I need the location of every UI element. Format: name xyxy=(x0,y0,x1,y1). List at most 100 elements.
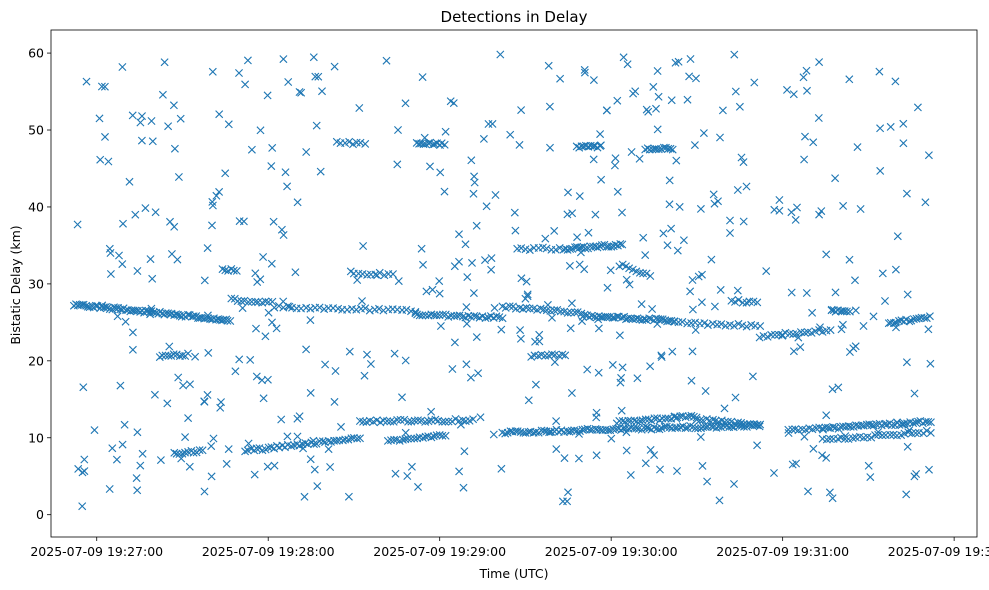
data-point xyxy=(679,236,688,245)
data-point xyxy=(349,433,358,442)
data-point xyxy=(536,304,545,313)
data-point xyxy=(462,360,471,369)
data-point xyxy=(227,294,236,303)
data-point xyxy=(717,320,726,329)
data-point xyxy=(902,189,911,198)
data-point xyxy=(846,422,855,431)
data-point xyxy=(524,396,533,405)
data-point xyxy=(641,459,650,468)
data-point xyxy=(441,431,450,440)
data-point xyxy=(802,66,811,75)
data-point xyxy=(178,449,187,458)
data-point xyxy=(697,298,706,307)
data-point xyxy=(346,267,355,276)
data-point xyxy=(633,374,642,383)
data-point xyxy=(837,325,846,334)
data-point xyxy=(164,351,173,360)
data-point xyxy=(848,434,857,443)
data-point xyxy=(709,190,718,199)
data-point xyxy=(853,143,862,152)
data-point xyxy=(615,262,624,271)
data-point xyxy=(263,91,272,100)
data-point xyxy=(313,482,322,491)
data-point xyxy=(474,369,483,378)
data-point xyxy=(899,119,908,128)
data-point xyxy=(739,158,748,167)
data-point xyxy=(410,416,419,425)
data-point xyxy=(386,417,395,426)
data-point xyxy=(487,265,496,274)
data-point xyxy=(626,471,635,479)
data-point xyxy=(834,383,843,392)
data-point xyxy=(552,417,561,426)
data-point xyxy=(709,415,717,424)
data-point xyxy=(185,462,194,471)
data-point xyxy=(516,326,525,335)
data-point xyxy=(447,311,456,320)
y-tick-label: 30 xyxy=(28,276,44,291)
data-point xyxy=(138,449,147,458)
data-point xyxy=(686,55,695,63)
data-point xyxy=(687,411,696,420)
data-point xyxy=(606,266,615,275)
data-point xyxy=(469,189,478,198)
data-point xyxy=(523,290,532,299)
data-point xyxy=(208,67,217,76)
data-point xyxy=(836,307,845,316)
data-point xyxy=(324,445,333,454)
data-point xyxy=(568,209,577,218)
data-point xyxy=(691,326,700,334)
data-point xyxy=(118,63,127,71)
data-point xyxy=(667,316,676,325)
data-point xyxy=(598,426,607,435)
data-point xyxy=(926,418,935,427)
data-point xyxy=(686,422,695,430)
data-point xyxy=(618,208,626,217)
data-point xyxy=(82,77,91,86)
data-point xyxy=(283,432,292,441)
data-point xyxy=(784,429,793,437)
data-point xyxy=(670,412,679,421)
data-point xyxy=(261,332,270,341)
data-point xyxy=(268,318,276,327)
data-point xyxy=(755,422,764,431)
data-point xyxy=(794,333,803,342)
data-point xyxy=(831,174,840,183)
data-point xyxy=(263,462,272,471)
data-point xyxy=(318,87,326,96)
data-point xyxy=(753,441,762,450)
data-point xyxy=(272,324,281,333)
data-point xyxy=(462,319,471,328)
data-point xyxy=(646,272,655,280)
data-point xyxy=(903,442,912,451)
data-point xyxy=(567,389,576,397)
data-point xyxy=(295,88,304,96)
data-point xyxy=(73,220,82,229)
data-point xyxy=(184,414,193,423)
data-point xyxy=(550,358,559,367)
data-point xyxy=(379,306,388,315)
data-point xyxy=(650,423,659,432)
data-point xyxy=(221,169,230,178)
data-point xyxy=(770,330,779,339)
data-point xyxy=(418,311,427,320)
data-point xyxy=(657,353,666,361)
data-point xyxy=(905,317,914,326)
data-point xyxy=(616,240,625,248)
data-point xyxy=(887,421,896,430)
data-point xyxy=(556,307,565,316)
data-point xyxy=(178,351,187,360)
data-point xyxy=(293,432,302,441)
data-point xyxy=(596,141,605,150)
data-point xyxy=(208,221,216,230)
data-point xyxy=(556,74,565,83)
data-point xyxy=(730,50,739,59)
data-point xyxy=(170,448,179,457)
data-point xyxy=(316,167,325,176)
data-point xyxy=(403,434,412,443)
data-point xyxy=(668,145,677,154)
data-point xyxy=(602,106,611,115)
data-point xyxy=(639,269,648,278)
data-point xyxy=(804,487,812,496)
data-point xyxy=(635,154,644,163)
